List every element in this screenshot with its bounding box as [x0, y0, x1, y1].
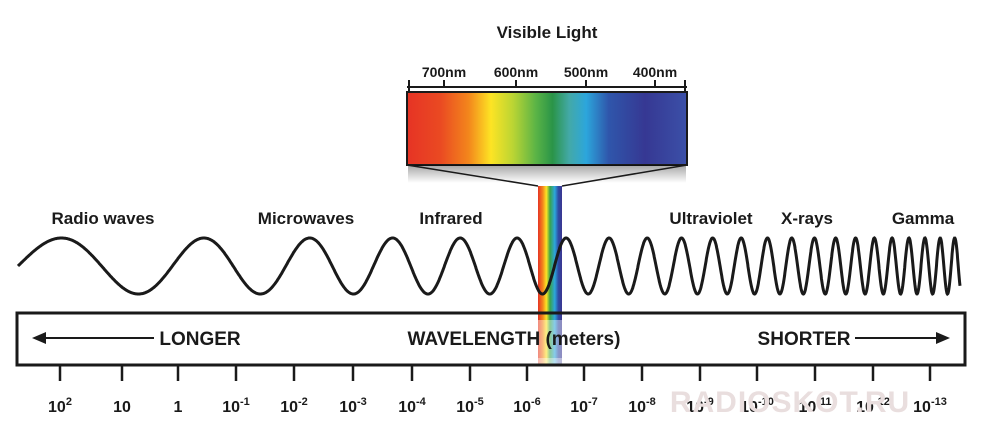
band-label-xrays: X-rays [781, 209, 833, 228]
wavelength-tick-label: 10-12 [856, 396, 890, 416]
axis-label-wavelength: WAVELENGTH (meters) [408, 329, 621, 350]
scale-label-600nm: 600nm [494, 64, 538, 80]
funnel-left-line [406, 164, 539, 187]
wavelength-tick-label: 10 [113, 399, 131, 416]
scale-label-700nm: 700nm [422, 64, 466, 80]
band-label-gamma: Gamma [892, 209, 955, 228]
wavelength-tick-label: 10-8 [628, 396, 656, 416]
wavelength-tick-label: 10-11 [798, 396, 831, 416]
visible-spectrum-bar [406, 91, 688, 166]
band-label-ultraviolet: Ultraviolet [669, 209, 752, 228]
wavelength-tick-label: 10-10 [740, 396, 774, 416]
axis-label-longer: LONGER [159, 329, 241, 350]
band-label-microwaves: Microwaves [258, 209, 354, 228]
scale-label-500nm: 500nm [564, 64, 608, 80]
shorter-arrow [855, 332, 950, 344]
watermark: RADIOSKOT.RU [670, 386, 910, 419]
wavelength-tick-label: 1 [174, 399, 183, 416]
wavelength-axis-box [15, 311, 967, 367]
wavelength-tick-label: 10-7 [570, 396, 598, 416]
axis-label-shorter: SHORTER [758, 329, 851, 350]
wavelength-tick-label: 10-6 [513, 396, 541, 416]
wavelength-ticks: 102 10 1 10-1 10-2 10-3 10-4 10-5 10-6 10-7 10-8 10… [48, 366, 947, 416]
band-label-radio: Radio waves [52, 209, 155, 228]
wavelength-tick-label: 10-13 [913, 396, 947, 416]
scale-label-400nm: 400nm [633, 64, 677, 80]
band-label-infrared: Infrared [419, 209, 482, 228]
visible-light-title: Visible Light [497, 23, 598, 42]
wavelength-tick-label: 10-9 [686, 396, 714, 416]
wavelength-tick-label: 102 [48, 396, 72, 416]
wavelength-tick-label: 10-3 [339, 396, 367, 416]
wavelength-tick-label: 10-4 [398, 396, 426, 416]
wavelength-tick-label: 10-2 [280, 396, 308, 416]
spectrum-bar-shadow [408, 165, 686, 183]
longer-arrow [32, 332, 154, 344]
visible-light-scale: 700nm 600nm 500nm 400nm [407, 64, 687, 92]
wavelength-tick-label: 10-5 [456, 396, 484, 416]
funnel-right-line [561, 164, 688, 187]
electromagnetic-wave [16, 236, 962, 297]
wavelength-tick-label: 10-1 [222, 396, 250, 416]
